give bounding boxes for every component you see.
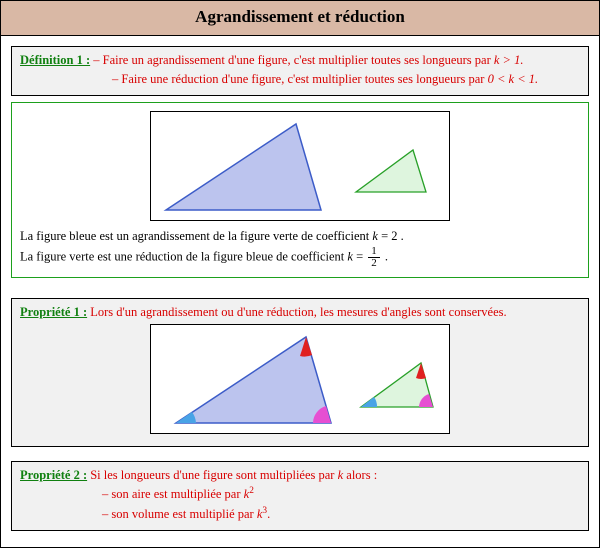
- def-line1-pre: – Faire un agrandissement d'une figure, …: [93, 53, 494, 67]
- triangles-angles-svg: [151, 325, 451, 435]
- p2-dot: .: [267, 507, 270, 521]
- big-triangle: [166, 124, 321, 210]
- ex-s1-a: La figure bleue est un agrandissement de…: [20, 229, 372, 243]
- property2-box: Propriété 2 : Si les longueurs d'une fig…: [11, 461, 589, 532]
- p2-l2-a: – son volume est multiplié par: [102, 507, 257, 521]
- spacer2: [11, 453, 589, 461]
- property1-text: Lors d'un agrandissement ou d'une réduct…: [87, 305, 507, 319]
- ex-s1-c: = 2 .: [378, 229, 404, 243]
- example-sentence1: La figure bleue est un agrandissement de…: [20, 227, 580, 246]
- spacer: [11, 290, 589, 298]
- property2-line1: – son aire est multipliée par k2: [20, 484, 580, 504]
- example-box: La figure bleue est un agrandissement de…: [11, 102, 589, 278]
- ex-s2-eq: =: [353, 249, 366, 263]
- p2-intro2: alors :: [343, 468, 377, 482]
- ex-s2-a: La figure verte est une réduction de la …: [20, 249, 347, 263]
- def-line1-cond: k > 1.: [494, 53, 524, 67]
- angle-bl-big: [176, 412, 196, 423]
- example-figure: [150, 111, 450, 221]
- property2-intro: Si les longueurs d'une figure sont multi…: [87, 468, 377, 482]
- small-triangle: [356, 150, 426, 192]
- content-area: Définition 1 : – Faire un agrandissement…: [1, 36, 599, 547]
- fraction-half: 12: [368, 246, 380, 269]
- property1-figure: [150, 324, 450, 434]
- property2-line2: – son volume est multiplié par k3.: [20, 504, 580, 524]
- def-line2-cond: 0 < k < 1.: [488, 72, 539, 86]
- page-title: Agrandissement et réduction: [1, 1, 599, 36]
- property1-box: Propriété 1 : Lors d'un agrandissement o…: [11, 298, 589, 447]
- example-sentence2: La figure verte est une réduction de la …: [20, 246, 580, 269]
- triangles-plain-svg: [151, 112, 451, 222]
- definition-line2: – Faire une réduction d'une figure, c'es…: [20, 70, 580, 89]
- definition-label: Définition 1 :: [20, 53, 90, 67]
- definition-line1: – Faire un agrandissement d'une figure, …: [93, 53, 523, 67]
- angle-bl-small: [361, 397, 377, 407]
- p2-intro: Si les longueurs d'une figure sont multi…: [87, 468, 337, 482]
- property1-label: Propriété 1 :: [20, 305, 87, 319]
- ex-s2-end: .: [382, 249, 388, 263]
- frac-den: 2: [368, 258, 380, 269]
- p2-l1-exp: 2: [249, 486, 254, 496]
- property2-label: Propriété 2 :: [20, 468, 87, 482]
- def-line2-pre: – Faire une réduction d'une figure, c'es…: [112, 72, 488, 86]
- page: Agrandissement et réduction Définition 1…: [0, 0, 600, 548]
- p2-l1-a: – son aire est multipliée par: [102, 488, 244, 502]
- definition-box: Définition 1 : – Faire un agrandissement…: [11, 46, 589, 96]
